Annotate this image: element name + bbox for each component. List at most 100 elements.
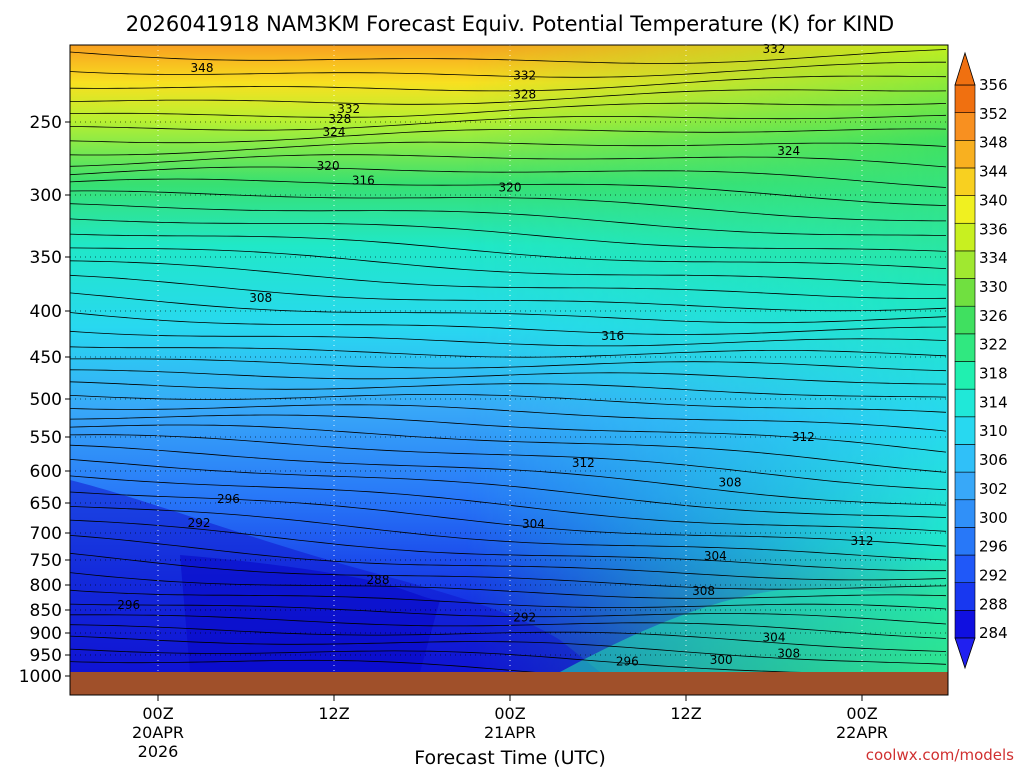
x-axis-label: Forecast Time (UTC) <box>414 747 605 768</box>
contour-line <box>70 424 947 473</box>
x-tick-label: 12Z <box>670 704 701 723</box>
contour-line <box>70 128 947 144</box>
y-tick-label: 700 <box>30 524 62 544</box>
colorbar-swatch <box>954 140 976 169</box>
colorbar-swatch <box>954 527 976 556</box>
y-tick-label: 250 <box>30 113 62 133</box>
contour-lines <box>70 49 947 672</box>
contour-label: 324 <box>777 144 800 158</box>
colorbar-swatch <box>954 499 976 528</box>
contour-line <box>70 218 947 252</box>
colorbar-swatch <box>954 84 976 113</box>
contour-label: 316 <box>352 173 375 187</box>
colorbar-label: 344 <box>979 163 1008 181</box>
colorbar-label: 300 <box>979 509 1008 527</box>
contour-line <box>70 49 947 64</box>
contour-label: 324 <box>323 125 346 139</box>
contour-line <box>70 102 947 118</box>
colorbar-label: 314 <box>979 393 1008 411</box>
y-tick-label: 800 <box>30 576 62 596</box>
y-tick-label: 300 <box>30 186 62 206</box>
colorbar-label: 340 <box>979 191 1008 209</box>
credit-text: coolwx.com/models <box>866 746 1014 764</box>
colorbar-label: 336 <box>979 220 1008 238</box>
contour-line <box>70 444 947 506</box>
colorbar-min-arrow <box>954 637 976 670</box>
x-tick-sublabel: 22APR <box>836 723 888 742</box>
colorbar-swatch <box>954 333 976 362</box>
y-tick-label: 550 <box>30 428 62 448</box>
contour-line <box>70 330 947 347</box>
colorbar-swatch <box>954 610 976 639</box>
colorbar-label: 318 <box>979 365 1008 383</box>
colorbar-swatch <box>954 416 976 445</box>
contour-label: 320 <box>317 159 340 173</box>
colorbar-label: 322 <box>979 336 1008 354</box>
x-tick-sublabel: 21APR <box>484 723 536 742</box>
x-tick-label: 00Z <box>494 704 525 723</box>
y-tick-label: 400 <box>30 302 62 322</box>
contour-line <box>70 274 947 312</box>
contour-line <box>70 659 536 672</box>
colorbar-label: 330 <box>979 278 1008 296</box>
plot-area <box>70 45 948 672</box>
colorbar-label: 348 <box>979 134 1008 152</box>
contour-line <box>70 614 947 639</box>
colorbar-label: 326 <box>979 307 1008 325</box>
surface-warm-shade <box>560 588 948 672</box>
contour-line <box>70 292 947 324</box>
contour-label: 308 <box>719 476 742 490</box>
colorbar-swatch <box>954 167 976 196</box>
contour-label: 308 <box>777 647 800 661</box>
colorbar-swatch <box>954 388 976 418</box>
colorbar-label: 288 <box>979 595 1008 613</box>
colorbar-label: 334 <box>979 249 1008 267</box>
colorbar-label: 302 <box>979 480 1008 498</box>
colorbar-label: 292 <box>979 566 1008 584</box>
y-tick-label: 650 <box>30 494 62 514</box>
colorbar-label: 310 <box>979 422 1008 440</box>
contour-line <box>70 603 947 625</box>
contour-label: 316 <box>601 329 624 343</box>
contour-line <box>70 61 946 78</box>
contour-label: 308 <box>249 291 272 305</box>
contour-label: 300 <box>710 653 733 667</box>
contour-line <box>70 141 947 156</box>
contour-line <box>70 475 947 532</box>
y-tick-label: 1000 <box>19 667 62 687</box>
x-tick-label: 00Z <box>846 704 877 723</box>
contour-line <box>70 247 947 286</box>
contour-label: 296 <box>616 654 639 668</box>
contour-line <box>70 624 947 652</box>
colorbar-swatch <box>954 554 976 583</box>
contour-label: 304 <box>763 630 786 644</box>
y-tick-label: 350 <box>30 248 62 268</box>
x-tick-label: 00Z <box>142 704 173 723</box>
contour-line <box>70 552 947 590</box>
colorbar-swatch <box>954 582 976 611</box>
contour-line <box>70 154 947 168</box>
colorbar-swatch <box>954 112 976 141</box>
contour-line <box>70 491 947 547</box>
colorbar-label: 296 <box>979 538 1008 556</box>
contour-label: 304 <box>704 549 727 563</box>
y-tick-label: 900 <box>30 624 62 644</box>
contour-label: 312 <box>851 534 874 548</box>
contour-labels: 3483323283243203163323283203323243083163… <box>117 42 874 668</box>
contour-line <box>70 572 947 599</box>
contour-line <box>70 589 947 610</box>
contour-line <box>70 203 947 236</box>
contour-label: 328 <box>513 87 536 101</box>
contour-label: 308 <box>692 584 715 598</box>
colorbar-swatch <box>954 250 976 279</box>
contour-line <box>70 114 947 131</box>
contour-line <box>70 260 947 299</box>
contour-line <box>70 506 947 561</box>
y-axis: 250 300 350 400 450 500 550 600 650 700 750 800 850 9… <box>19 113 70 687</box>
contour-label: 292 <box>188 516 211 530</box>
contour-line <box>70 346 947 358</box>
contour-line <box>70 434 947 491</box>
contour-label: 296 <box>117 598 140 612</box>
contour-line <box>70 635 947 665</box>
